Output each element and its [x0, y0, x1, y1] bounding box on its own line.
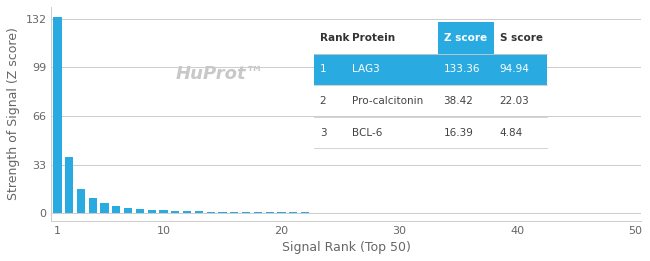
- Bar: [112, 206, 120, 213]
- Bar: [136, 209, 144, 213]
- Bar: [183, 211, 191, 213]
- Bar: [53, 17, 62, 213]
- Bar: [278, 212, 285, 213]
- Bar: [65, 157, 73, 213]
- Bar: [313, 212, 321, 213]
- Bar: [77, 189, 85, 213]
- Text: HuProt™: HuProt™: [176, 65, 264, 83]
- Bar: [100, 203, 109, 213]
- Bar: [254, 212, 262, 213]
- Bar: [195, 211, 203, 213]
- Bar: [289, 212, 297, 213]
- Bar: [301, 212, 309, 213]
- X-axis label: Signal Rank (Top 50): Signal Rank (Top 50): [282, 241, 411, 254]
- Bar: [88, 198, 97, 213]
- Bar: [218, 212, 227, 213]
- Bar: [159, 210, 168, 213]
- Bar: [148, 210, 156, 213]
- Bar: [230, 212, 239, 213]
- Bar: [207, 212, 215, 213]
- Bar: [171, 211, 179, 213]
- Y-axis label: Strength of Signal (Z score): Strength of Signal (Z score): [7, 27, 20, 200]
- Bar: [124, 208, 132, 213]
- Bar: [242, 212, 250, 213]
- Bar: [265, 212, 274, 213]
